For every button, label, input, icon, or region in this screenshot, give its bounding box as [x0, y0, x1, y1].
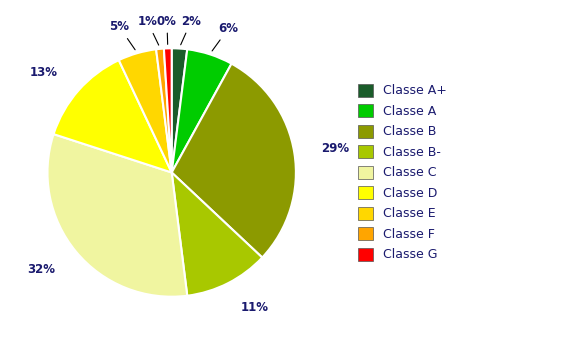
Wedge shape [48, 134, 187, 297]
Wedge shape [172, 48, 187, 172]
Text: 1%: 1% [137, 15, 159, 45]
Wedge shape [156, 49, 172, 172]
Wedge shape [172, 64, 296, 257]
Wedge shape [164, 48, 172, 172]
Text: 13%: 13% [30, 66, 58, 79]
Text: 5%: 5% [109, 20, 135, 50]
Text: 32%: 32% [27, 263, 55, 276]
Wedge shape [172, 172, 262, 296]
Text: 6%: 6% [212, 22, 239, 51]
Text: 0%: 0% [157, 14, 177, 45]
Text: 29%: 29% [321, 142, 349, 155]
Wedge shape [54, 60, 172, 172]
Text: 2%: 2% [180, 15, 201, 45]
Wedge shape [119, 49, 172, 172]
Wedge shape [172, 49, 232, 172]
Legend: Classe A+, Classe A, Classe B, Classe B-, Classe C, Classe D, Classe E, Classe F: Classe A+, Classe A, Classe B, Classe B-… [358, 84, 447, 261]
Text: 11%: 11% [240, 301, 268, 314]
